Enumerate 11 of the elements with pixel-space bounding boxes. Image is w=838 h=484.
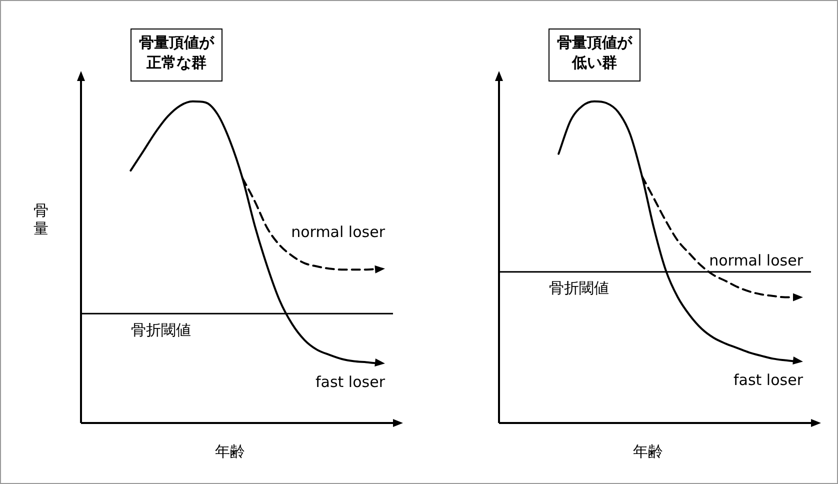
series-label: normal loser xyxy=(291,223,386,242)
y-axis-title: 骨量 xyxy=(34,201,48,238)
ref-line-label: 骨折閾値 xyxy=(549,279,609,298)
text: 骨量頂値が正常な群 xyxy=(139,33,215,72)
x-axis-title: 年齢 xyxy=(215,442,245,460)
series-label: fast loser xyxy=(316,372,386,391)
series-label: fast loser xyxy=(734,370,804,389)
ref-line-label: 骨折閾値 xyxy=(131,321,191,340)
x-axis-title: 年齢 xyxy=(633,442,663,460)
text: 骨量頂値が低い群 xyxy=(557,33,633,72)
series-label: normal loser xyxy=(709,252,804,270)
